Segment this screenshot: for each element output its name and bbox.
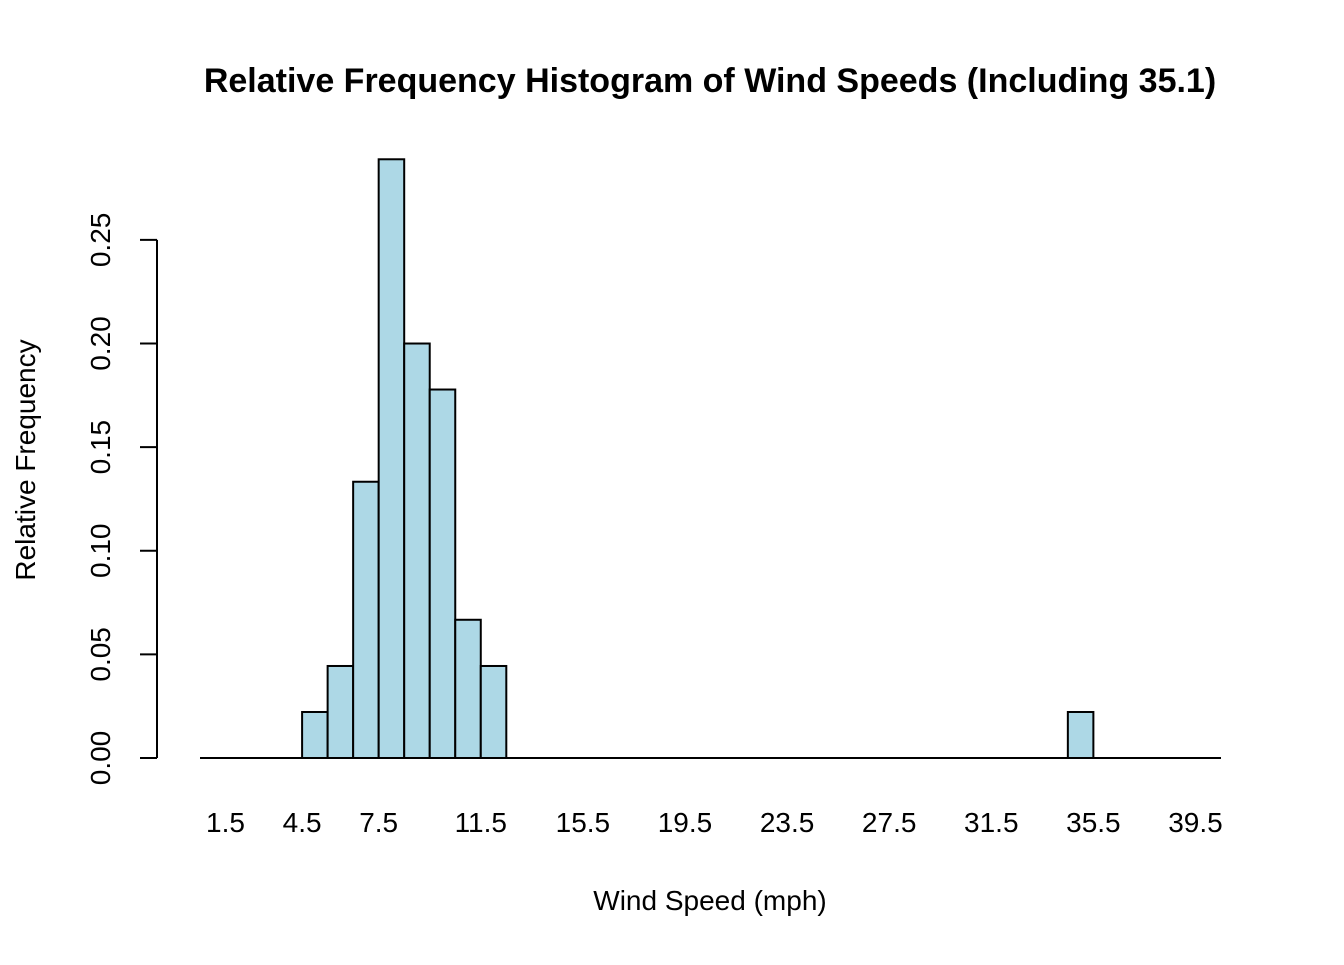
y-tick-label: 0.20 [85,316,116,371]
x-tick-label: 39.5 [1168,807,1223,838]
x-tick-label: 19.5 [658,807,713,838]
x-tick-labels: 1.5 4.5 7.5 11.5 15.5 19.5 23.5 27.5 31.5 35.5 39.… [206,807,1223,838]
y-tick-label: 0.05 [85,627,116,682]
y-tick-label: 0.25 [85,213,116,268]
x-tick-label: 23.5 [760,807,815,838]
x-tick-label: 31.5 [964,807,1019,838]
y-axis: 0.00 0.05 0.10 0.15 0.20 0.25 [85,213,158,786]
histogram-bar [428,388,457,759]
x-tick-label: 1.5 [206,807,245,838]
histogram-bar [479,664,508,759]
x-tick-label: 11.5 [455,807,507,838]
histogram-bar [326,664,355,759]
chart-title: Relative Frequency Histogram of Wind Spe… [204,62,1216,100]
x-tick-label: 7.5 [359,807,398,838]
x-tick-label: 4.5 [283,807,322,838]
x-tick-label: 35.5 [1066,807,1121,838]
x-axis-label: Wind Speed (mph) [593,885,826,916]
y-tick-label: 0.10 [85,524,116,579]
x-tick-label: 27.5 [862,807,917,838]
histogram-bar [403,342,431,759]
histogram-bar [454,618,482,760]
x-tick-label: 15.5 [556,807,611,838]
histogram-bar [377,158,406,759]
y-tick-label: 0.00 [85,731,116,786]
y-tick-label: 0.15 [85,420,116,475]
histogram-bar [301,710,329,760]
y-axis-label: Relative Frequency [10,339,41,580]
histogram-bar [352,480,380,759]
histogram-bar [1066,710,1095,760]
bars-group [301,158,1095,760]
